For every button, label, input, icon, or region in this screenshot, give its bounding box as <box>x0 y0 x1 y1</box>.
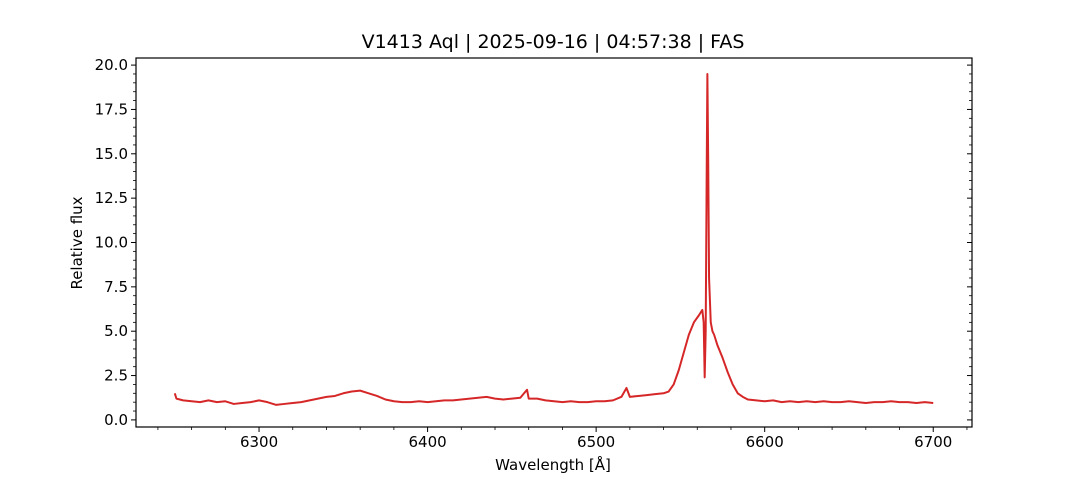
y-tick-label: 0.0 <box>104 411 128 429</box>
y-tick-label: 10.0 <box>95 234 128 252</box>
x-tick-label: 6700 <box>914 433 952 451</box>
spectrum-line-0 <box>173 72 934 406</box>
x-tick-label: 6500 <box>577 433 615 451</box>
y-tick-label: 12.5 <box>95 189 128 207</box>
x-tick-label: 6300 <box>240 433 278 451</box>
plot-area: 6300 6400 6500 6600 6700 0.0 2.5 5.0 7.5 10.0 12.5… <box>95 56 973 451</box>
ticks-layer: 6300 6400 6500 6600 6700 0.0 2.5 5.0 7.5 10.0 12.5… <box>95 56 972 451</box>
plot-frame <box>135 57 973 428</box>
spectrum-layer <box>173 72 934 406</box>
y-tick-label: 7.5 <box>104 278 128 296</box>
y-tick-label: 15.0 <box>95 145 128 163</box>
x-axis-title: Wavelength [Å] <box>495 455 611 474</box>
y-tick-label: 5.0 <box>104 322 128 340</box>
y-tick-label: 2.5 <box>104 367 128 385</box>
y-tick-label: 20.0 <box>95 56 128 74</box>
x-tick-label: 6400 <box>408 433 446 451</box>
x-tick-label: 6600 <box>746 433 784 451</box>
y-axis-title: Relative flux <box>68 196 86 289</box>
chart-title: V1413 Aql | 2025-09-16 | 04:57:38 | FAS <box>362 31 745 53</box>
y-tick-label: 17.5 <box>95 100 128 118</box>
